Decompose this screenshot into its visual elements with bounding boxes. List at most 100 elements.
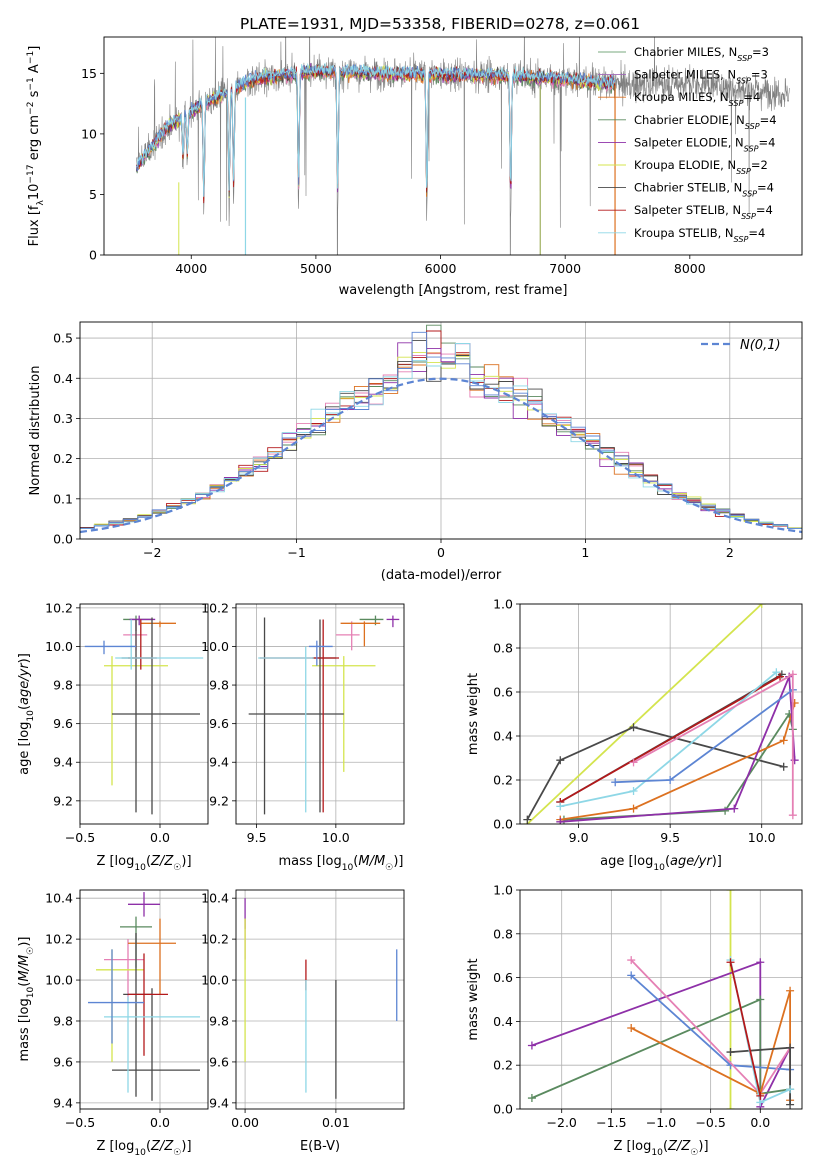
weight-marker — [629, 723, 638, 732]
weight-marker — [776, 672, 785, 681]
weight-marker — [527, 1094, 536, 1103]
weight-marker — [556, 817, 565, 824]
weight-marker — [627, 971, 636, 980]
x-axis-label: wavelength [Angstrom, rest frame] — [339, 283, 568, 298]
y-tick-label: 9.8 — [53, 678, 73, 693]
weight-marker — [527, 1041, 536, 1050]
x-tick-label: −1 — [287, 545, 305, 560]
weight-line — [563, 711, 794, 821]
errorbar-point — [84, 640, 136, 655]
errorbar-point — [259, 619, 340, 813]
weight-series — [726, 958, 765, 1100]
legend-entry: Kroupa MILES, NSSP=4 — [634, 90, 760, 108]
y-tick-label: 9.6 — [209, 716, 229, 731]
errorbar-point — [104, 996, 200, 1093]
x-tick-label: 4000 — [175, 261, 207, 276]
y-tick-label: 10.2 — [201, 600, 229, 615]
axes-frame — [235, 603, 405, 825]
weight-line — [526, 726, 784, 821]
residual-legend: N(0,1) — [701, 338, 781, 353]
weight-marker — [757, 604, 766, 608]
axes-spectrum: 4000 5000 6000 7000 8000 0 5 10 15 wavelength [An… — [26, 36, 803, 298]
y-tick-label: 10.2 — [201, 932, 229, 947]
x-tick-label: 10.0 — [748, 830, 776, 845]
weight-series — [629, 670, 797, 820]
weight-line — [559, 675, 781, 803]
y-tick-label: 5 — [89, 187, 97, 202]
x-tick-label: 5000 — [300, 261, 332, 276]
weight-marker — [629, 787, 638, 795]
y-tick-label: 1.0 — [493, 883, 513, 898]
y-tick-label: 0.0 — [493, 817, 513, 832]
weight-marker — [730, 804, 739, 813]
x-tick-label: 0 — [437, 545, 445, 560]
legend-entry: Chabrier ELODIE, NSSP=4 — [634, 113, 777, 131]
y-axis-label: mass weight — [466, 958, 481, 1040]
weight-line — [526, 604, 763, 824]
x-axis-label: E(B-V) — [300, 1139, 340, 1154]
errorbar-point — [340, 621, 381, 647]
axes-frame — [519, 603, 803, 825]
y-tick-label: 0.2 — [53, 451, 73, 466]
spectrum-model-line — [136, 63, 616, 200]
weight-marker — [772, 668, 781, 677]
y-tick-label: 10 — [81, 126, 97, 141]
x-tick-label: 0.01 — [322, 1115, 350, 1130]
axes-age_vs_mass: 9.5 10.0 9.2 9.4 9.6 9.8 10.0 10.2 mass [log10(M… — [201, 600, 405, 873]
y-tick-label: 9.4 — [209, 755, 229, 770]
axes-frame — [79, 321, 803, 540]
y-tick-label: 10.0 — [45, 639, 73, 654]
weight-series — [556, 668, 781, 811]
weight-marker — [786, 1100, 795, 1109]
x-tick-label: −0.5 — [695, 1115, 725, 1130]
y-tick-label: 0.3 — [53, 411, 73, 426]
x-tick-label: −2.0 — [547, 1115, 577, 1130]
weight-marker — [788, 811, 797, 820]
weight-marker — [756, 995, 765, 1004]
x-axis-label: Z [log10(Z/Z☉)] — [96, 1139, 191, 1158]
y-tick-label: 9.2 — [209, 793, 229, 808]
weight-marker — [726, 1105, 735, 1109]
errorbar-point — [129, 615, 156, 626]
y-axis-label: Normed distribution — [28, 366, 43, 496]
axes-mass_vs_Z: −0.5 0.0 9.4 9.6 9.8 10.0 10.2 10.4 Z [log10(Z/Z… — [17, 889, 209, 1158]
x-tick-label: −1.5 — [596, 1115, 626, 1130]
weight-line — [531, 998, 791, 1099]
weight-marker — [627, 1023, 636, 1032]
plot-area-weight_vs_Z — [527, 890, 795, 1109]
plot-area-mass_vs_Z — [88, 892, 200, 1101]
x-axis-label: mass [log10(M/M☉)] — [279, 854, 404, 873]
weight-marker — [786, 1043, 795, 1052]
errorbar-point — [96, 949, 144, 1062]
x-tick-label: 8000 — [674, 261, 706, 276]
y-axis-label: mass weight — [466, 673, 481, 755]
plot-area-weight_vs_age — [523, 604, 799, 824]
y-tick-label: 0 — [89, 248, 97, 263]
x-axis-label: (data-model)/error — [381, 568, 502, 583]
errorbar-point — [115, 619, 204, 670]
x-axis-label: Z [log10(Z/Z☉)] — [613, 1139, 708, 1158]
errorbar-point — [386, 615, 400, 628]
figure-title: PLATE=1931, MJD=53358, FIBERID=0278, z=0… — [240, 15, 640, 33]
y-tick-label: 10.0 — [45, 973, 73, 988]
plot-area-residuals — [80, 324, 802, 534]
weight-series — [523, 604, 766, 824]
histogram-7 — [80, 343, 802, 529]
weight-marker — [779, 762, 788, 771]
y-tick-label: 0.8 — [493, 641, 513, 656]
weight-marker — [523, 815, 532, 824]
y-tick-label: 9.6 — [53, 716, 73, 731]
x-axis-label: Z [log10(Z/Z☉)] — [96, 854, 191, 873]
x-tick-label: 0.0 — [150, 830, 170, 845]
y-tick-label: 10.4 — [201, 891, 229, 906]
errorbar-point — [140, 621, 176, 628]
y-tick-label: 0.6 — [493, 970, 513, 985]
y-tick-label: 0.0 — [493, 1102, 513, 1117]
errorbar-point — [121, 619, 152, 813]
errorbar-point — [88, 949, 144, 1044]
x-tick-label: 0.00 — [231, 1115, 259, 1130]
y-axis-label: age [log10(age/yr)] — [17, 653, 36, 775]
weight-marker — [627, 956, 636, 965]
legend-entry: N(0,1) — [740, 338, 781, 353]
x-tick-label: 2 — [726, 545, 734, 560]
